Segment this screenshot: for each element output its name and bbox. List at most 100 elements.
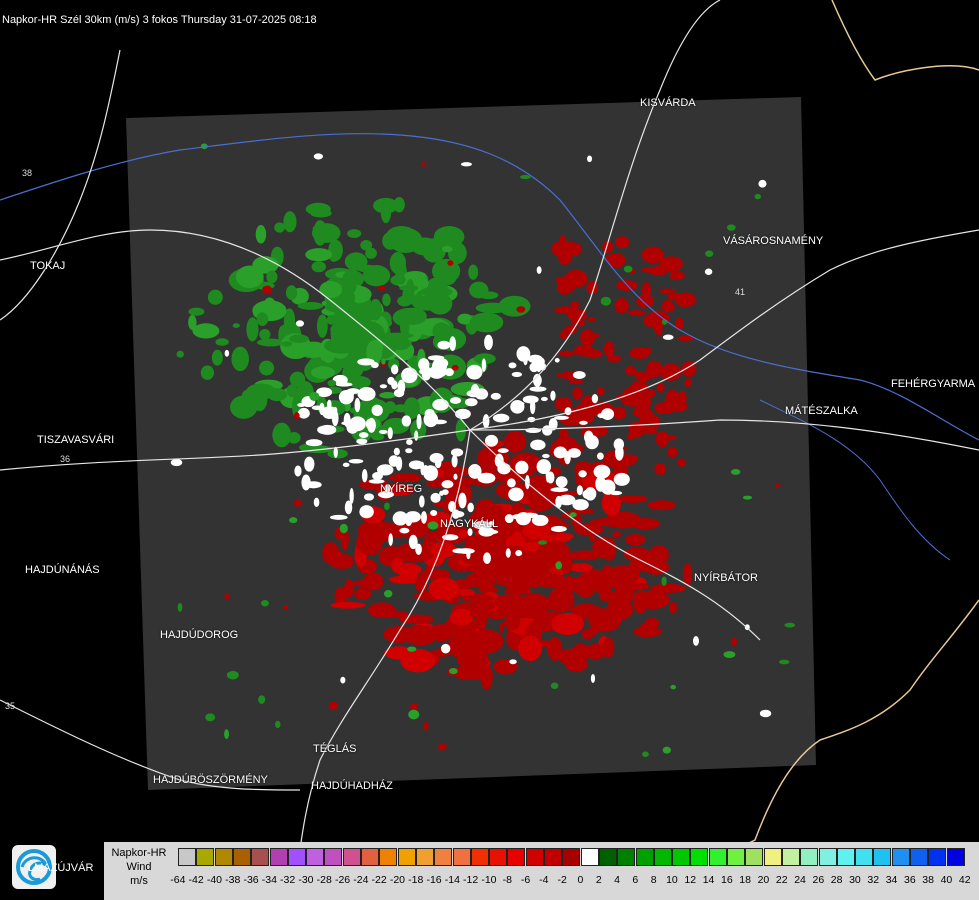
legend-swatch <box>653 848 672 866</box>
radar-echo <box>555 476 568 488</box>
radar-echo <box>582 489 593 499</box>
radar-echo <box>401 415 412 427</box>
radar-echo <box>232 323 240 328</box>
radar-echo <box>387 376 395 385</box>
legend-tick-label: 16 <box>721 874 733 886</box>
radar-echo <box>310 209 332 218</box>
radar-echo <box>469 281 489 299</box>
radar-echo <box>384 401 396 414</box>
radar-echo <box>433 226 465 248</box>
radar-echo <box>395 261 407 285</box>
legend-tick-label: 2 <box>595 874 602 886</box>
legend-tick-label: 4 <box>614 874 620 886</box>
radar-echo <box>669 271 685 280</box>
radar-echo <box>274 222 285 233</box>
radar-echo <box>342 462 350 468</box>
legend-swatch <box>910 848 928 866</box>
radar-echo <box>758 179 767 188</box>
legend-tick-label: -20 <box>389 874 406 886</box>
radar-echo <box>483 552 492 564</box>
legend-swatch <box>452 848 471 866</box>
legend-tick-label: -16 <box>426 874 442 886</box>
river-szamos <box>759 399 951 561</box>
radar-echo <box>293 412 300 420</box>
radar-echo <box>569 563 593 573</box>
radar-echo <box>644 246 663 262</box>
radar-echo <box>692 636 699 646</box>
radar-echo <box>430 492 441 503</box>
radar-echo <box>532 373 542 387</box>
radar-echo <box>726 224 736 231</box>
radar-echo <box>723 651 736 658</box>
legend-swatch <box>617 848 636 866</box>
radar-echo <box>512 514 525 520</box>
legend-tick-label: -28 <box>316 874 332 886</box>
legend-tick-label: 24 <box>794 874 806 886</box>
radar-echo <box>580 647 591 653</box>
radar-echo <box>555 561 563 570</box>
radar-echo <box>262 285 273 295</box>
radar-echo <box>346 389 355 398</box>
radar-echo <box>554 415 569 420</box>
radar-echo <box>408 460 424 470</box>
radar-echo <box>606 598 634 620</box>
radar-echo <box>494 453 504 468</box>
radar-echo <box>656 382 665 393</box>
radar-echo <box>430 510 438 516</box>
radar-echo <box>383 590 393 598</box>
legend-swatch <box>745 848 764 866</box>
radar-echo <box>601 490 622 516</box>
legend-tick-label: 32 <box>867 874 880 886</box>
radar-echo <box>774 483 781 488</box>
radar-echo <box>550 487 569 493</box>
radar-echo <box>304 456 315 472</box>
legend-swatch <box>690 848 709 866</box>
radar-echo <box>384 502 390 511</box>
radar-echo <box>293 499 303 507</box>
radar-echo <box>357 358 375 366</box>
radar-echo <box>356 530 383 556</box>
radar-echo <box>316 387 333 398</box>
radar-echo <box>391 228 401 248</box>
radar-echo <box>371 404 383 417</box>
legend-tick-label: 8 <box>650 874 657 886</box>
radar-echo <box>676 458 686 467</box>
city-label-hajduhadhaz: HAJDÚHADHÁZ <box>311 780 393 792</box>
radar-echo <box>602 241 614 253</box>
radar-echo <box>342 270 358 284</box>
radar-echo <box>457 313 473 325</box>
legend-swatch <box>470 848 489 866</box>
radar-echo <box>327 399 332 409</box>
legend-swatch <box>781 848 800 866</box>
radar-echo <box>348 458 364 464</box>
legend-tick-label: -10 <box>481 874 497 886</box>
radar-echo <box>570 603 602 618</box>
radar-echo <box>576 485 583 496</box>
radar-echo <box>529 362 539 373</box>
legend-swatch <box>434 848 453 866</box>
road-number-38: 38 <box>22 168 33 178</box>
radar-echo <box>731 637 737 647</box>
radar-echo <box>590 673 596 683</box>
radar-echo <box>668 601 678 614</box>
legend-tick-label: -36 <box>243 874 259 886</box>
radar-echo <box>442 534 459 541</box>
radar-echo <box>455 408 471 420</box>
radar-echo <box>544 610 560 618</box>
legend-tick-label: -14 <box>444 874 460 886</box>
radar-echo <box>272 422 292 448</box>
radar-echo <box>661 576 667 586</box>
radar-echo <box>479 515 509 523</box>
radar-echo <box>564 407 572 416</box>
city-label-nagykall: NAGYKÁLL <box>440 518 499 530</box>
legend-swatch <box>562 848 581 866</box>
radar-echo <box>634 590 670 610</box>
radar-echo <box>382 293 391 307</box>
radar-echo <box>449 667 458 675</box>
radar-echo <box>572 387 583 400</box>
radar-echo <box>555 372 578 379</box>
radar-echo <box>636 294 654 308</box>
radar-echo <box>188 314 197 331</box>
radar-echo <box>380 201 392 224</box>
radar-echo <box>515 460 529 475</box>
